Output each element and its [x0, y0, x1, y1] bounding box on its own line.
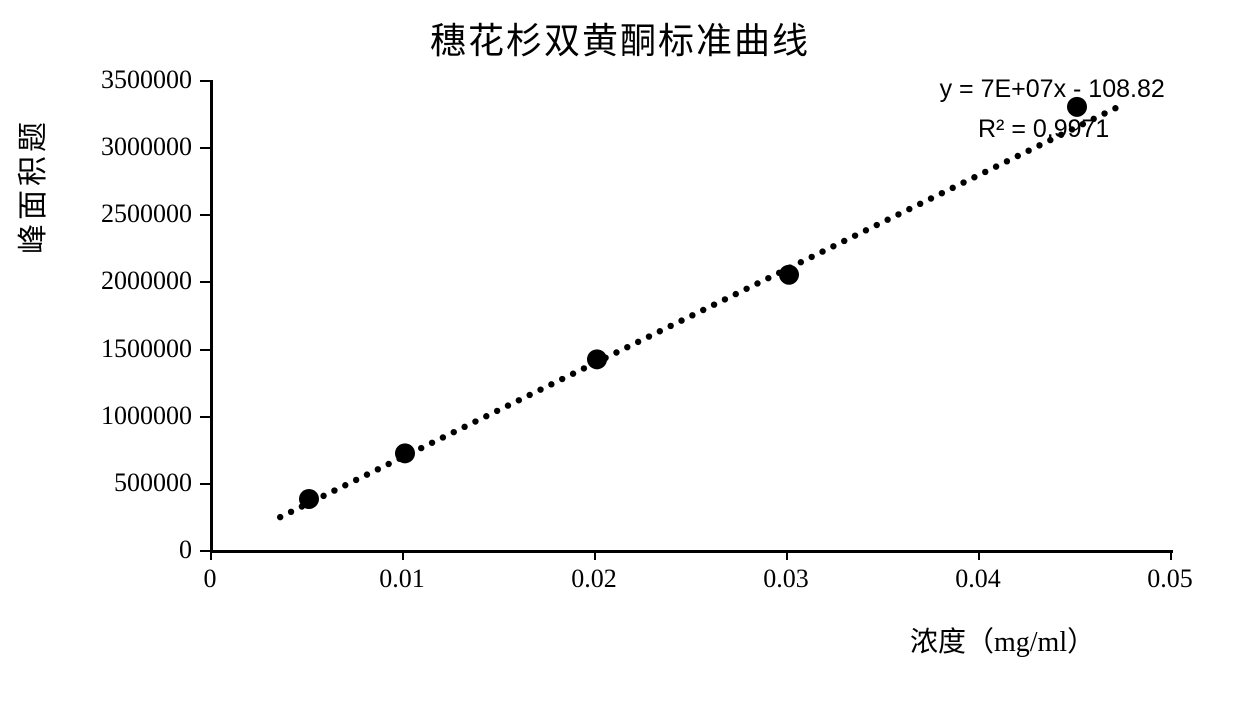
chart-container: 穗花杉双黄酮标准曲线 峰面积题 浓度（mg/ml） 05000001000000… [0, 0, 1240, 704]
data-point-marker [779, 265, 799, 285]
x-tick-label: 0.02 [571, 564, 617, 594]
data-point-marker [299, 489, 319, 509]
x-tick-label: 0.04 [955, 564, 1001, 594]
plot-svg [213, 80, 1173, 550]
x-tick-label: 0 [204, 564, 217, 594]
x-axis-title: 浓度（mg/ml） [910, 620, 1095, 660]
y-tick-mark [200, 550, 210, 552]
y-tick-mark [200, 147, 210, 149]
x-tick-mark [786, 550, 788, 560]
data-point-marker [587, 349, 607, 369]
y-tick-label: 1000000 [0, 401, 192, 431]
y-tick-label: 500000 [0, 468, 192, 498]
y-tick-label: 0 [0, 535, 192, 565]
y-tick-mark [200, 80, 210, 82]
data-point-marker [395, 443, 415, 463]
y-tick-label: 1500000 [0, 334, 192, 364]
y-tick-label: 3500000 [0, 65, 192, 95]
x-tick-mark [1170, 550, 1172, 560]
chart-title: 穗花杉双黄酮标准曲线 [0, 12, 1240, 64]
x-tick-label: 0.01 [379, 564, 425, 594]
chart-annotation: y = 7E+07x - 108.82 [940, 75, 1165, 104]
chart-annotation: R² = 0.9971 [978, 115, 1109, 144]
x-tick-mark [978, 550, 980, 560]
y-tick-label: 2000000 [0, 266, 192, 296]
y-tick-mark [200, 349, 210, 351]
y-tick-label: 2500000 [0, 199, 192, 229]
x-tick-mark [402, 550, 404, 560]
y-tick-mark [200, 214, 210, 216]
y-tick-mark [200, 281, 210, 283]
x-tick-mark [594, 550, 596, 560]
x-tick-label: 0.05 [1147, 564, 1193, 594]
y-tick-label: 3000000 [0, 132, 192, 162]
plot-area [210, 80, 1173, 553]
y-tick-mark [200, 416, 210, 418]
y-tick-mark [200, 483, 210, 485]
x-tick-label: 0.03 [763, 564, 809, 594]
x-tick-mark [210, 550, 212, 560]
